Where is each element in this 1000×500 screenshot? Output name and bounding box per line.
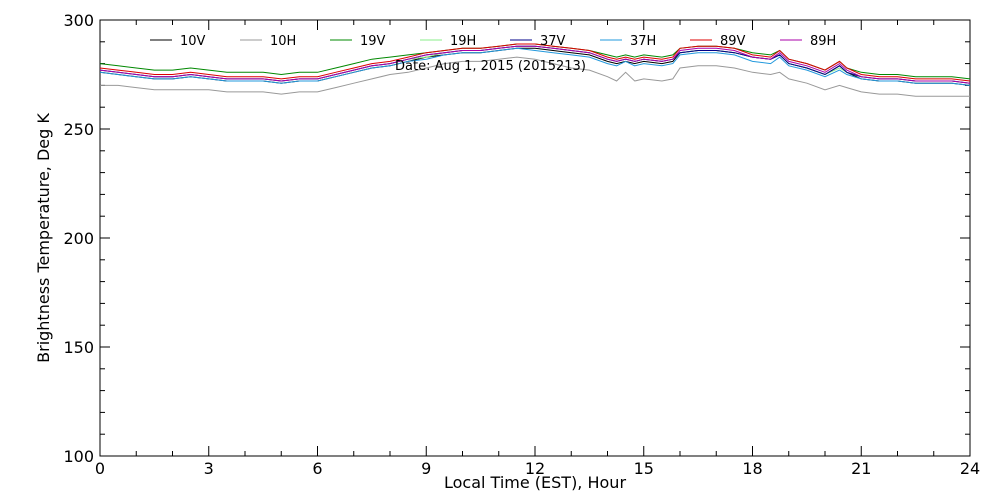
series-line-89v bbox=[99, 43, 971, 82]
axis-ticks: 0 3 6 9 12 15 18 21 24 100 150 200 250 300 bbox=[63, 11, 980, 478]
y-tick-label: 100 bbox=[63, 447, 94, 466]
x-tick-label: 12 bbox=[525, 459, 545, 478]
legend-label-19h: 19H bbox=[450, 34, 476, 49]
legend-label-10h: 10H bbox=[270, 34, 296, 49]
x-tick-label: 6 bbox=[312, 459, 322, 478]
y-tick-label: 200 bbox=[63, 229, 94, 248]
x-tick-label: 21 bbox=[851, 459, 871, 478]
series-line-10h bbox=[100, 56, 970, 97]
y-axis-title: Brightness Temperature, Deg K bbox=[34, 113, 53, 363]
series-lines bbox=[99, 43, 971, 97]
legend: 10V 10H 19V 19H 37V 37H 89V 89H bbox=[150, 34, 836, 49]
legend-label-19v: 19V bbox=[360, 34, 386, 49]
x-tick-label: 24 bbox=[960, 459, 980, 478]
series-line-37h bbox=[99, 47, 971, 86]
date-label: Date: Aug 1, 2015 (2015213) bbox=[395, 59, 586, 74]
x-tick-label: 3 bbox=[204, 459, 214, 478]
y-tick-label: 250 bbox=[63, 120, 94, 139]
x-tick-label: 0 bbox=[95, 459, 105, 478]
x-axis-title: Local Time (EST), Hour bbox=[444, 473, 626, 492]
legend-label-89h: 89H bbox=[810, 34, 836, 49]
y-tick-label: 150 bbox=[63, 338, 94, 357]
legend-label-37v: 37V bbox=[540, 34, 566, 49]
legend-label-10v: 10V bbox=[180, 34, 206, 49]
y-tick-label: 300 bbox=[63, 11, 94, 30]
x-tick-label: 9 bbox=[421, 459, 431, 478]
series-line-89h bbox=[99, 45, 971, 84]
legend-label-37h: 37H bbox=[630, 34, 656, 49]
x-tick-label: 15 bbox=[634, 459, 654, 478]
legend-label-89v: 89V bbox=[720, 34, 746, 49]
x-tick-label: 18 bbox=[742, 459, 762, 478]
